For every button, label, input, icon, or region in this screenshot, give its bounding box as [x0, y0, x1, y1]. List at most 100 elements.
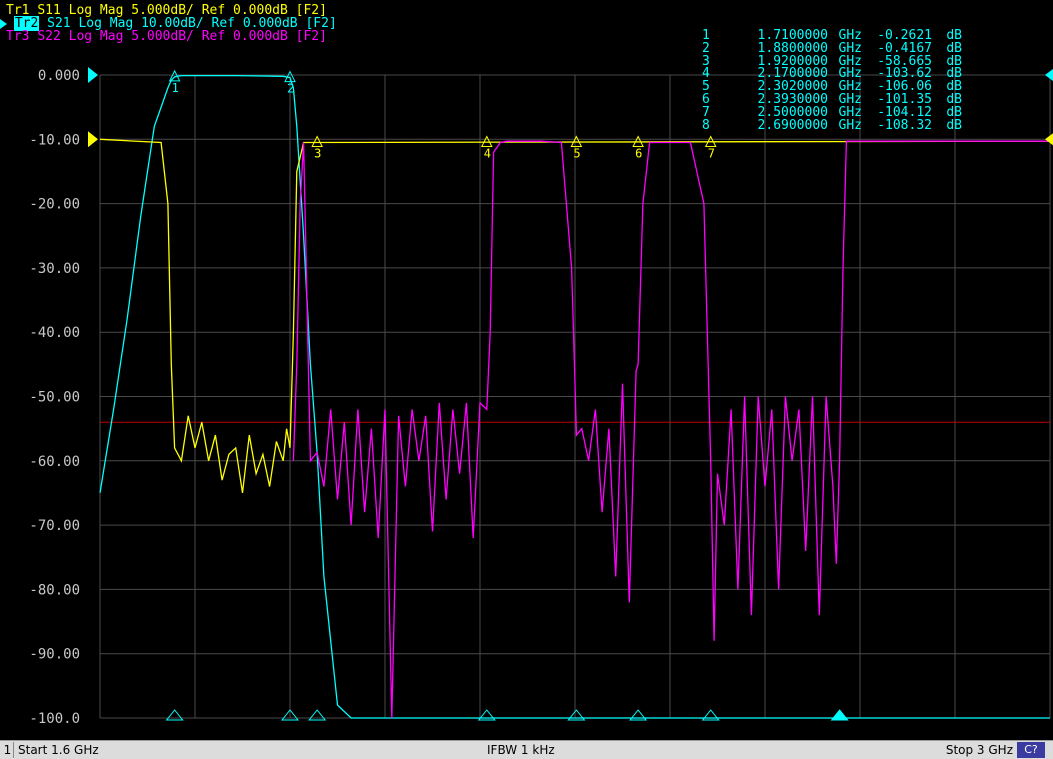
marker-value-unit: dB — [946, 66, 962, 82]
x-axis-marker-icon — [701, 709, 720, 721]
marker-triangle-icon — [632, 135, 644, 148]
trace-3-header[interactable]: Tr3 S22 Log Mag 5.000dB/ Ref 0.000dB [F2… — [6, 30, 327, 43]
marker-triangle-icon — [570, 135, 583, 148]
marker-label: 5 — [573, 147, 580, 161]
trace-2-ref-label: Ref — [211, 16, 236, 31]
marker-triangle-icon — [284, 70, 296, 83]
marker-frequency: 2.3930000 — [757, 91, 828, 107]
marker-triangle-icon — [704, 135, 717, 148]
marker-frequency: 1.9200000 — [757, 53, 828, 69]
active-trace-indicator-icon — [0, 19, 7, 29]
x-axis-marker-icon — [280, 709, 300, 721]
marker-row[interactable]: 8 2.6900000 GHz -108.32 dB — [702, 117, 962, 133]
trace-2-ref: 0.000dB — [242, 16, 298, 31]
marker-frequency: 1.8800000 — [757, 40, 828, 56]
y-tick-label: -40.00 — [29, 325, 80, 341]
y-tick-label: -20.00 — [29, 197, 80, 213]
trace-2-label[interactable]: Tr2 — [13, 16, 40, 31]
trace-3-ref: 0.000dB — [233, 29, 288, 44]
marker-label: 1 — [172, 81, 179, 95]
trace-2-scale: 10.00dB/ — [141, 16, 204, 31]
marker-frequency: 2.5000000 — [757, 104, 828, 120]
marker-freq-unit: GHz — [838, 40, 862, 56]
trace-1-param: S11 — [37, 3, 61, 18]
marker-triangle-icon — [311, 135, 323, 148]
x-axis-marker-icon — [477, 709, 496, 721]
marker-row[interactable]: 2 1.8800000 GHz -0.4167 dB — [702, 40, 962, 56]
marker-value: -0.4167 — [877, 40, 932, 56]
right-ref-s21-icon — [1045, 69, 1053, 81]
ifbw-setting[interactable]: IFBW 1 kHz — [487, 743, 555, 757]
trace-1-header[interactable]: Tr1 S11 Log Mag 5.000dB/ Ref 0.000dB [F2… — [6, 4, 327, 17]
marker-freq-unit: GHz — [838, 91, 862, 107]
marker-value-unit: dB — [946, 91, 962, 107]
status-bar: 1 Start 1.6 GHz IFBW 1 kHz Stop 3 GHz C? — [0, 740, 1053, 759]
start-frequency[interactable]: Start 1.6 GHz — [18, 743, 99, 757]
stop-frequency[interactable]: Stop 3 GHz — [945, 743, 1013, 757]
marker-freq-unit: GHz — [838, 66, 862, 82]
y-tick-label: -80.00 — [29, 582, 80, 598]
marker-value: -0.2621 — [877, 28, 932, 43]
marker-value: -101.35 — [877, 91, 932, 107]
marker-row[interactable]: 4 2.1700000 GHz -103.62 dB — [702, 66, 962, 82]
x-axis-marker-icon — [830, 709, 849, 721]
y-tick-label: -10.00 — [29, 132, 80, 148]
x-axis-marker-icon — [629, 709, 648, 721]
x-axis-marker-icon — [308, 709, 327, 721]
trace-3-mode: [F2] — [295, 29, 327, 44]
ref-level-s11-icon — [88, 131, 98, 148]
series-line-s22 — [292, 140, 1050, 719]
trace-1-scale: 5.000dB/ — [131, 3, 194, 18]
x-axis-marker-icon — [567, 709, 586, 721]
marker-row[interactable]: 5 2.3020000 GHz -106.06 dB — [702, 79, 962, 95]
calibration-status-badge[interactable]: C? — [1017, 742, 1045, 758]
marker-label: 4 — [484, 147, 491, 161]
marker-label: 6 — [635, 147, 642, 161]
analyzer-screen: 0.000 -10.00 -20.00 -30.00 -40.00 -50.00 -60.0… — [0, 0, 1053, 740]
y-tick-label: -90.00 — [29, 647, 80, 663]
ref-level-s21-icon — [88, 67, 98, 83]
y-tick-label: 0.000 — [38, 68, 80, 84]
trace-3-scale: 5.000dB/ — [131, 29, 194, 44]
trace-2-format: Log Mag — [78, 16, 134, 31]
marker-triangle-icon — [168, 69, 181, 82]
trace-3-param: S22 — [37, 29, 61, 44]
trace-3-ref-label: Ref — [201, 29, 226, 44]
marker-label: 3 — [314, 147, 321, 161]
marker-frequency: 2.1700000 — [757, 66, 828, 82]
marker-value-unit: dB — [946, 79, 962, 95]
marker-readout-table: 1 1.7100000 GHz -0.2621 dB 2 1.8800000 GHz -0.4… — [702, 28, 962, 133]
marker-value-unit: dB — [946, 28, 962, 43]
marker-row[interactable]: 1 1.7100000 GHz -0.2621 dB — [702, 28, 962, 43]
y-tick-label: -30.00 — [29, 261, 80, 277]
marker-number: 4 — [702, 66, 710, 82]
marker-value: -58.665 — [877, 53, 932, 69]
marker-value-unit: dB — [946, 104, 962, 120]
trace-1-label[interactable]: Tr1 — [6, 3, 30, 18]
marker-row[interactable]: 6 2.3930000 GHz -101.35 dB — [702, 91, 962, 107]
trace-2-param: S21 — [47, 16, 71, 31]
marker-freq-unit: GHz — [838, 28, 862, 43]
marker-number: 1 — [702, 28, 710, 43]
marker-row[interactable]: 3 1.9200000 GHz -58.665 dB — [702, 53, 962, 69]
marker-frequency: 2.6900000 — [757, 117, 828, 133]
y-tick-label: -60.00 — [29, 454, 80, 470]
trace-3-format: Log Mag — [68, 29, 124, 44]
marker-value-unit: dB — [946, 117, 962, 133]
y-tick-label: -100.0 — [29, 711, 80, 727]
x-axis-marker-icon — [165, 709, 184, 721]
marker-number: 2 — [702, 40, 710, 56]
marker-label: 7 — [708, 147, 715, 161]
trace-3-label[interactable]: Tr3 — [6, 29, 30, 44]
trace-1-ref-label: Ref — [201, 3, 226, 18]
marker-value: -103.62 — [877, 66, 932, 82]
marker-value: -108.32 — [877, 117, 932, 133]
marker-row[interactable]: 7 2.5000000 GHz -104.12 dB — [702, 104, 962, 120]
marker-freq-unit: GHz — [838, 104, 862, 120]
trace-2-header[interactable]: Tr2 S21 Log Mag 10.00dB/ Ref 0.000dB [F2… — [6, 16, 337, 31]
marker-frequency: 1.7100000 — [757, 28, 828, 43]
channel-number[interactable]: 1 — [2, 742, 14, 758]
marker-value-unit: dB — [946, 40, 962, 56]
marker-number: 7 — [702, 104, 710, 120]
plot-area[interactable]: 0.000 -10.00 -20.00 -30.00 -40.00 -50.00 -60.0… — [0, 0, 1053, 740]
